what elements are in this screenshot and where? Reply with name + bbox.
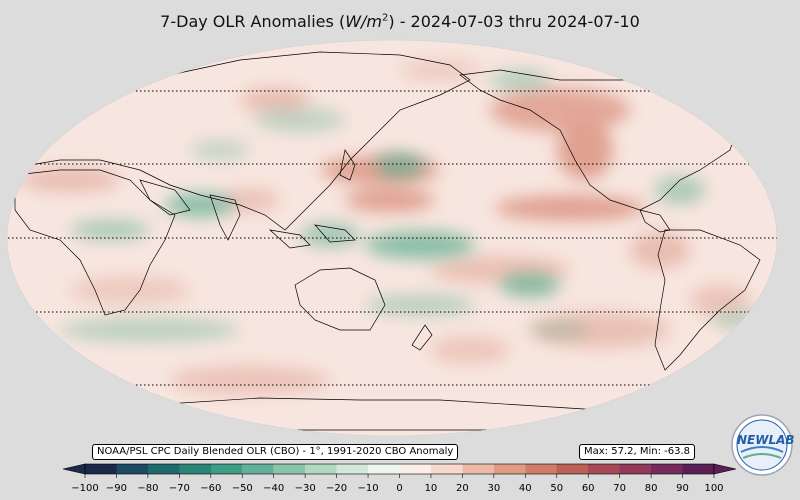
logo-text: NEWLAB <box>737 433 795 447</box>
title-unit-exponent: 2 <box>381 12 389 24</box>
colorbar-tick-label: −60 <box>200 483 222 494</box>
colorbar-max-extend <box>713 463 737 475</box>
colorbar-tick-label: −70 <box>168 483 190 494</box>
negative-anomaly-areas <box>60 70 770 342</box>
continent-outlines <box>9 40 771 431</box>
colorbar-tick-label: −100 <box>71 483 99 494</box>
colorbar-tick-label: 0 <box>396 483 403 494</box>
colorbar-tick-label: 80 <box>644 483 658 494</box>
globe-border <box>6 39 778 437</box>
title-suffix: ) - 2024-07-03 thru 2024-07-10 <box>388 12 640 31</box>
colorbar-min-extend <box>62 463 86 475</box>
anomaly-field <box>7 40 777 436</box>
colorbar-tick-label: 70 <box>613 483 627 494</box>
title-unit: W/m <box>345 12 382 31</box>
colorbar-tick-label: −10 <box>357 483 379 494</box>
colorbar-tick-label: −80 <box>137 483 159 494</box>
title-prefix: 7-Day OLR Anomalies ( <box>160 12 346 31</box>
colorbar-tick-label: 90 <box>676 483 689 494</box>
colorbar-tick-label: 60 <box>581 483 595 494</box>
colorbar <box>62 463 737 478</box>
colorbar-tick-label: 30 <box>487 483 501 494</box>
colorbar-tick-label: 40 <box>518 483 532 494</box>
max-min-stats: Max: 57.2, Min: -63.8 <box>579 444 696 460</box>
data-source-label: NOAA/PSL CPC Daily Blended OLR (CBO) - 1… <box>92 444 459 460</box>
colorbar-tick-label: 20 <box>456 483 469 494</box>
colorbar-tick-label: −90 <box>105 483 127 494</box>
map-title: 7-Day OLR Anomalies (W/m2) - 2024-07-03 … <box>0 12 800 31</box>
colorbar-tick-label: −40 <box>263 483 285 494</box>
colorbar-tick-label: −50 <box>231 483 253 494</box>
colorbar-bar <box>84 463 715 475</box>
colorbar-tick-label: −20 <box>326 483 348 494</box>
colorbar-tick-label: −30 <box>294 483 316 494</box>
colorbar-tick-label: 10 <box>424 483 438 494</box>
colorbar-tick-label: 100 <box>704 483 724 494</box>
colorbar-ticks <box>84 474 715 478</box>
newlab-logo <box>731 414 793 476</box>
colorbar-tick-label: 50 <box>550 483 564 494</box>
